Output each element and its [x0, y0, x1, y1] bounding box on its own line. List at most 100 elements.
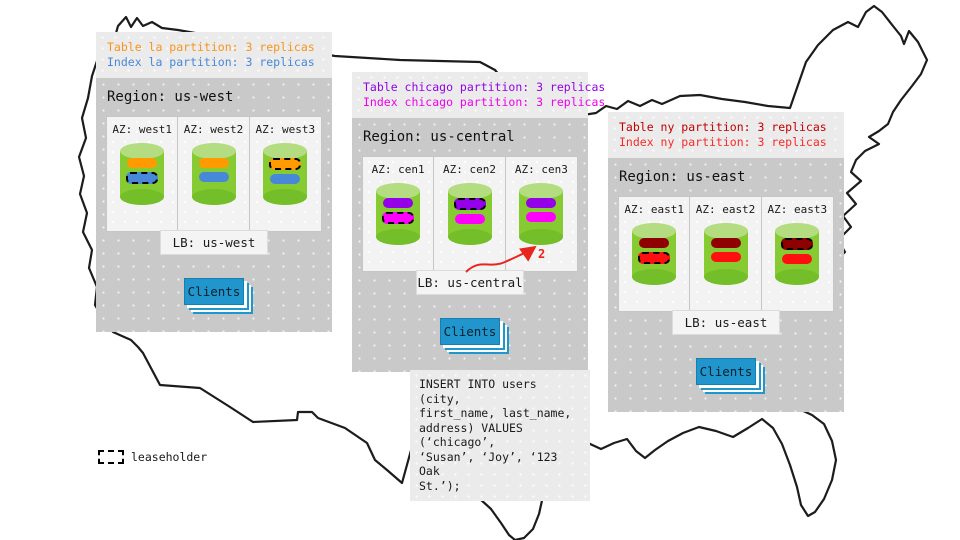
- db-cylinder: [376, 183, 421, 245]
- annotation-index-partition: Index la partition: 3 replicas: [107, 55, 315, 69]
- replica-bars: [704, 238, 748, 262]
- db-cylinder: [191, 143, 236, 205]
- table-replica-bar: [383, 198, 414, 208]
- index-replica-bar: [782, 254, 813, 264]
- annotation-table-partition: Table la partition: 3 replicas: [107, 40, 315, 54]
- az-column-west1: AZ: west1: [107, 117, 179, 231]
- az-column-west3: AZ: west3: [250, 117, 321, 231]
- index-replica-bar: [454, 214, 485, 224]
- arrow-step-label: 2: [538, 247, 546, 261]
- region-title: Region: us-west: [107, 89, 234, 105]
- db-cylinder: [120, 143, 165, 205]
- clients-button[interactable]: Clients: [440, 318, 500, 345]
- cylinder-top: [519, 183, 564, 199]
- clients-button[interactable]: Clients: [696, 358, 756, 385]
- annotation-box-us-east: Table ny partition: 3 replicas Index ny …: [608, 112, 844, 158]
- table-replica-leaseholder-bar: [781, 238, 814, 250]
- az-label: AZ: east1: [624, 203, 684, 216]
- db-cylinder: [775, 223, 820, 285]
- az-column-east2: AZ: east2: [690, 197, 762, 311]
- cylinder-bottom: [263, 189, 308, 205]
- region-body-us-west: Region: us-west AZ: west1 AZ:: [96, 78, 332, 332]
- cylinder-bottom: [519, 229, 564, 245]
- az-column-east3: AZ: east3: [762, 197, 833, 311]
- az-column-cen1: AZ: cen1: [363, 157, 435, 271]
- cylinder-bottom: [775, 269, 820, 285]
- az-group: AZ: west1 AZ: west2: [106, 116, 322, 232]
- replica-bars: [775, 238, 819, 264]
- cylinder-bottom: [120, 189, 165, 205]
- table-replica-bar: [639, 238, 670, 248]
- load-balancer-box: LB: us-central: [416, 270, 524, 295]
- table-replica-bar: [127, 158, 158, 168]
- az-label: AZ: east3: [767, 203, 828, 216]
- index-replica-bar: [526, 212, 557, 222]
- db-cylinder: [632, 223, 677, 285]
- db-cylinder: [447, 183, 492, 245]
- az-label: AZ: west2: [183, 123, 244, 136]
- region-title: Region: us-central: [363, 129, 515, 145]
- az-label: AZ: cen1: [371, 163, 425, 176]
- table-replica-bar: [526, 198, 557, 208]
- replica-bars: [192, 158, 236, 182]
- az-column-cen3: AZ: cen3: [506, 157, 577, 271]
- db-cylinder: [519, 183, 564, 245]
- cylinder-bottom: [703, 269, 748, 285]
- replica-bars: [376, 198, 420, 224]
- annotation-index-partition: Index chicago partition: 3 replicas: [363, 95, 606, 109]
- az-column-east1: AZ: east1: [619, 197, 691, 311]
- region-body-us-central: Region: us-central AZ: cen1 A: [352, 118, 588, 372]
- cylinder-top: [191, 143, 236, 159]
- table-replica-bar: [710, 238, 741, 248]
- replica-bars: [632, 238, 676, 264]
- az-group: AZ: cen1 AZ: cen2: [362, 156, 578, 272]
- replica-bars: [448, 198, 492, 224]
- leaseholder-dashed-swatch: [98, 450, 124, 464]
- cylinder-bottom: [447, 229, 492, 245]
- replica-bars: [519, 198, 563, 222]
- leaseholder-legend: leaseholder: [98, 450, 207, 464]
- table-replica-leaseholder-bar: [453, 198, 486, 210]
- annotation-box-us-west: Table la partition: 3 replicas Index la …: [96, 32, 332, 78]
- annotation-table-partition: Table ny partition: 3 replicas: [619, 120, 827, 134]
- annotation-box-us-central: Table chicago partition: 3 replicas Inde…: [352, 72, 606, 118]
- cylinder-top: [775, 223, 820, 239]
- index-replica-bar: [198, 172, 229, 182]
- cylinder-top: [703, 223, 748, 239]
- cylinder-top: [447, 183, 492, 199]
- index-replica-leaseholder-bar: [126, 172, 159, 184]
- az-label: AZ: west3: [255, 123, 316, 136]
- index-replica-bar: [710, 252, 741, 262]
- cylinder-top: [263, 143, 308, 159]
- load-balancer-box: LB: us-west: [160, 230, 268, 255]
- db-cylinder: [703, 223, 748, 285]
- cylinder-top: [632, 223, 677, 239]
- cylinder-top: [120, 143, 165, 159]
- load-balancer-box: LB: us-east: [672, 310, 780, 335]
- cylinder-bottom: [191, 189, 236, 205]
- table-replica-bar: [198, 158, 229, 168]
- region-title: Region: us-east: [619, 169, 746, 185]
- replica-bars: [120, 158, 164, 184]
- leaseholder-legend-label: leaseholder: [131, 450, 208, 464]
- db-cylinder: [263, 143, 308, 205]
- az-label: AZ: west1: [112, 123, 172, 136]
- cylinder-bottom: [376, 229, 421, 245]
- cylinder-bottom: [632, 269, 677, 285]
- index-replica-leaseholder-bar: [638, 252, 671, 264]
- az-group: AZ: east1 AZ: east2: [618, 196, 834, 312]
- replica-bars: [263, 158, 307, 184]
- annotation-index-partition: Index ny partition: 3 replicas: [619, 135, 827, 149]
- annotation-table-partition: Table chicago partition: 3 replicas: [363, 80, 606, 94]
- region-body-us-east: Region: us-east AZ: east1 AZ:: [608, 158, 844, 412]
- az-label: AZ: cen2: [443, 163, 496, 176]
- index-replica-bar: [270, 174, 301, 184]
- az-column-west2: AZ: west2: [178, 117, 250, 231]
- clients-button[interactable]: Clients: [184, 278, 244, 305]
- az-column-cen2: AZ: cen2: [434, 157, 506, 271]
- index-replica-leaseholder-bar: [382, 212, 415, 224]
- az-label: AZ: east2: [695, 203, 756, 216]
- cylinder-top: [376, 183, 421, 199]
- sql-statement-box: INSERT INTO users (city, first_name, las…: [410, 370, 590, 501]
